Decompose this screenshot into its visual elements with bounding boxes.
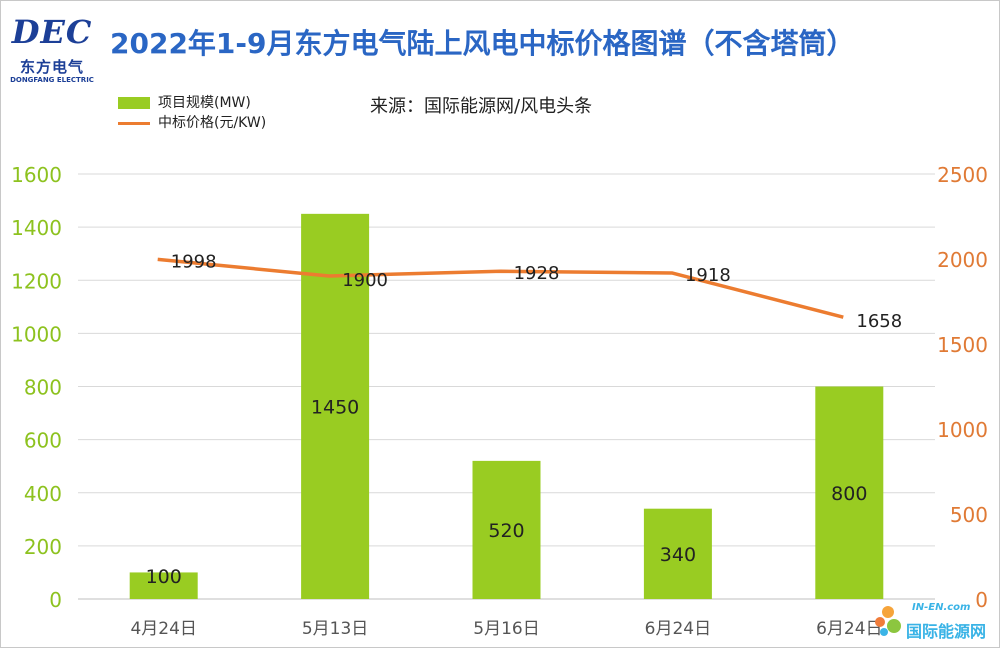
x-tick-label: 4月24日 — [130, 619, 196, 639]
leaf-icon — [875, 606, 901, 636]
bar — [472, 460, 541, 599]
y-left-tick-label: 600 — [24, 429, 62, 453]
y-left-tick-label: 1600 — [11, 163, 62, 187]
bar-data-label: 1450 — [311, 396, 359, 418]
watermark: IN-EN.com 国际能源网 — [870, 598, 998, 644]
line-data-label: 1998 — [171, 251, 217, 272]
legend-bar-label: 项目规模(MW) — [158, 95, 251, 111]
line-data-label: 1900 — [342, 270, 388, 291]
line-series — [157, 257, 844, 319]
logo-name-cn: 东方电气 — [19, 58, 84, 76]
y-left-tick-label: 1000 — [11, 322, 62, 346]
legend-bar-swatch — [118, 97, 150, 109]
dec-logo: DEC 东方电气 DONGFANG ELECTRIC — [4, 6, 96, 84]
bar-data-label: 100 — [146, 566, 182, 588]
logo-name-en: DONGFANG ELECTRIC — [10, 76, 94, 84]
y-left-tick-label: 1200 — [11, 269, 62, 293]
line-data-label: 1918 — [685, 265, 731, 286]
y-right-tick-label: 500 — [950, 503, 988, 527]
y-left-tick-label: 0 — [49, 588, 62, 612]
y-left-tick-label: 800 — [24, 376, 62, 400]
line-data-label: 1928 — [514, 263, 560, 284]
legend-line: 中标价格(元/KW) — [118, 112, 266, 132]
y-right-tick-label: 2000 — [937, 248, 988, 272]
legend-bar: 项目规模(MW) — [118, 92, 251, 112]
x-tick-label: 5月13日 — [302, 619, 368, 639]
x-tick-label: 6月24日 — [816, 619, 882, 639]
x-tick-label: 5月16日 — [473, 619, 539, 639]
y-right-tick-label: 1500 — [937, 333, 988, 357]
bar — [815, 386, 884, 599]
y-right-tick-label: 1000 — [937, 418, 988, 442]
y-right-tick-label: 0 — [975, 588, 988, 612]
legend-line-label: 中标价格(元/KW) — [158, 115, 267, 131]
source-note: 来源：国际能源网/风电头条 — [370, 96, 593, 117]
y-right-tick-label: 2500 — [937, 163, 988, 187]
bar-data-label: 340 — [660, 544, 696, 566]
watermark-cn: 国际能源网 — [906, 622, 987, 641]
line-data-label: 1658 — [856, 311, 902, 332]
bar-data-label: 520 — [488, 520, 524, 542]
chart-title: 2022年1-9月东方电气陆上风电中标价格图谱（不含塔筒） — [110, 27, 855, 60]
y-left-tick-label: 1400 — [11, 216, 62, 240]
logo-mark: DEC — [11, 13, 93, 51]
legend-line-swatch — [118, 121, 150, 125]
y-left-tick-label: 200 — [24, 535, 62, 559]
bar — [301, 213, 370, 599]
y-left-tick-label: 400 — [24, 482, 62, 506]
x-tick-label: 6月24日 — [645, 619, 711, 639]
bar — [129, 572, 198, 599]
bar-data-label: 800 — [831, 483, 867, 505]
bar — [643, 508, 712, 599]
watermark-en: IN-EN.com — [912, 602, 971, 613]
